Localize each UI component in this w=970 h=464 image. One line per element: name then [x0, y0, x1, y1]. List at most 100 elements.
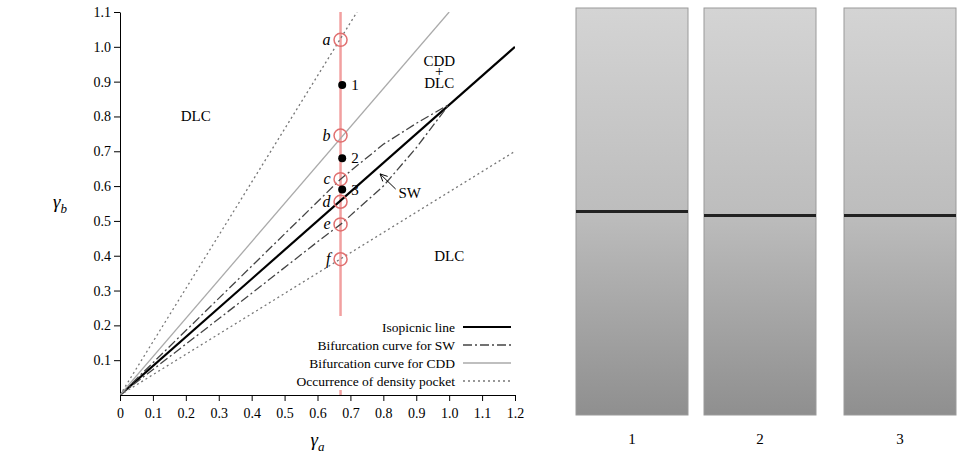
point-label: a [323, 31, 331, 48]
photo-panels: 1 2 3 [576, 8, 956, 447]
y-tick-mark [114, 256, 120, 257]
x-tick: 1.2 [507, 395, 525, 421]
x-tick-mark [482, 395, 483, 401]
x-tick-label: 0.4 [243, 406, 261, 421]
x-tick-label: 1.2 [507, 406, 525, 421]
photo-interface [844, 214, 956, 217]
photo [704, 8, 816, 415]
y-tick-label: 0.3 [94, 284, 112, 299]
x-axis: 00.10.20.30.40.50.60.70.80.91.01.11.2 [117, 395, 524, 421]
photo-label: 3 [896, 431, 904, 447]
x-tick: 0.2 [178, 395, 196, 421]
point-label: b [323, 127, 331, 144]
legend-label: Bifurcation curve for CDD [309, 356, 455, 371]
y-tick-mark [114, 221, 120, 222]
y-tick-mark [114, 325, 120, 326]
y-axis-line [120, 13, 121, 396]
x-tick-label: 1.1 [474, 406, 492, 421]
legend-swatch [463, 362, 511, 363]
x-tick-mark [285, 395, 286, 401]
x-tick-label: 0.1 [145, 406, 163, 421]
point-label: d [323, 193, 332, 210]
experiment-point [338, 81, 346, 89]
x-tick-label: 0.8 [375, 406, 393, 421]
x-tick: 1.0 [441, 395, 459, 421]
photo-interface [576, 210, 688, 213]
x-tick-mark [515, 395, 516, 401]
photo-label: 2 [756, 431, 764, 447]
y-tick-mark [114, 12, 120, 13]
y-tick: 0.7 [94, 144, 121, 159]
y-tick: 0.6 [94, 179, 121, 194]
state-point [334, 129, 347, 142]
x-tick-mark [318, 395, 319, 401]
x-tick-label: 0.5 [276, 406, 294, 421]
x-tick: 0.8 [375, 395, 393, 421]
plot-area [120, 12, 515, 395]
state-point [334, 253, 347, 266]
x-tick-mark [120, 395, 121, 401]
experiment-point [338, 186, 346, 194]
y-tick-mark [114, 291, 120, 292]
photo-label: 1 [628, 431, 636, 447]
region-label: SW [398, 185, 421, 201]
legend-swatch [463, 326, 511, 328]
region-label: DLC [181, 108, 211, 124]
x-tick: 0.1 [145, 395, 163, 421]
y-tick-label: 1.1 [94, 5, 112, 20]
legend: Isopicnic line Bifurcation curve for SW Bi… [292, 316, 515, 390]
state-point [334, 195, 347, 208]
experiment-label: 2 [351, 150, 359, 166]
state-point [334, 173, 347, 186]
y-tick: 1.0 [94, 40, 121, 55]
y-tick-label: 0.5 [94, 214, 112, 229]
legend-label: Bifurcation curve for SW [317, 338, 455, 353]
x-tick-label: 0 [117, 406, 124, 421]
legend-swatch [463, 344, 511, 345]
x-tick: 0.5 [276, 395, 294, 421]
experiment-label: 1 [351, 77, 359, 93]
x-tick-mark [186, 395, 187, 401]
y-tick-label: 0.4 [94, 249, 112, 264]
y-tick: 1.1 [94, 5, 121, 20]
x-tick-mark [350, 395, 351, 401]
x-tick-label: 1.0 [441, 406, 459, 421]
y-tick-mark [114, 82, 120, 83]
y-axis-title: γb [53, 191, 68, 216]
y-tick-mark [114, 47, 120, 48]
photo [844, 8, 956, 415]
photo [576, 8, 688, 415]
x-tick: 0.3 [211, 395, 229, 421]
x-tick-label: 0.2 [178, 406, 196, 421]
x-tick-label: 0.9 [408, 406, 426, 421]
legend-label: Isopicnic line [382, 320, 455, 335]
x-tick-mark [153, 395, 154, 401]
y-tick: 0.1 [94, 353, 121, 368]
y-tick: 0.9 [94, 75, 121, 90]
y-tick: 0.5 [94, 214, 121, 229]
x-tick: 0.6 [309, 395, 327, 421]
y-tick-mark [114, 116, 120, 117]
y-tick-label: 0.6 [94, 179, 112, 194]
x-tick-mark [416, 395, 417, 401]
x-tick-label: 0.6 [309, 406, 327, 421]
annotation-arrow [380, 174, 396, 189]
y-tick: 0.8 [94, 109, 121, 124]
y-tick-mark [114, 151, 120, 152]
y-tick-mark [114, 186, 120, 187]
x-tick: 0.4 [243, 395, 261, 421]
y-tick-label: 0.2 [94, 318, 112, 333]
x-tick-mark [449, 395, 450, 401]
legend-background [292, 316, 515, 390]
state-point [334, 33, 347, 46]
x-tick: 1.1 [474, 395, 492, 421]
x-tick: 0 [117, 395, 124, 421]
region-label: DLC [434, 248, 464, 264]
x-tick-mark [383, 395, 384, 401]
y-tick-mark [114, 360, 120, 361]
x-tick-label: 0.3 [211, 406, 229, 421]
state-point [334, 218, 347, 231]
legend-swatch [463, 380, 511, 381]
y-tick-label: 0.7 [94, 144, 112, 159]
figure: 0 0.1 0.2 0.3 0.4 0.5 0.6 0.7 0.8 0.9 1.0 1.1 1.2 0.1… [0, 0, 970, 464]
